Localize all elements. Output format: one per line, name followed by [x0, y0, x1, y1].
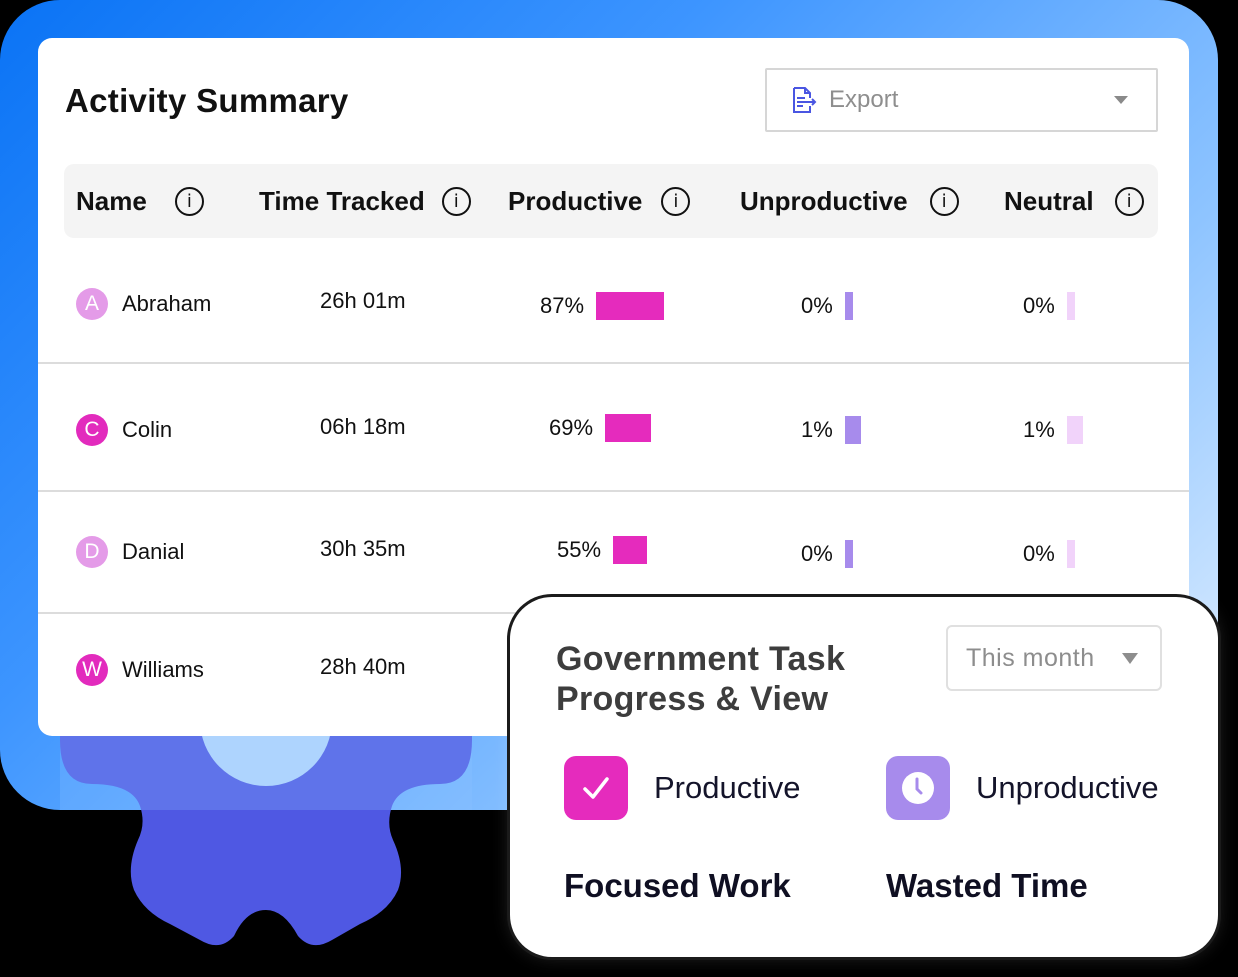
gear-decoration-icon	[60, 700, 472, 960]
checkmark-icon	[564, 756, 628, 820]
unproductive-bar	[844, 292, 853, 320]
neutral-value: 1%	[1023, 417, 1055, 442]
neutral-value: 0%	[1023, 541, 1055, 566]
focused-work-label: Focused Work	[564, 867, 791, 904]
unproductive-value: 0%	[801, 293, 833, 318]
column-label: Name	[76, 185, 147, 216]
neutral-cell: 0%	[1023, 292, 1075, 320]
time-tracked-cell: 30h 35m	[320, 536, 406, 561]
time-tracked-cell: 06h 18m	[320, 414, 406, 439]
table-header: Name i Time Tracked i Productive i Unpro…	[64, 164, 1158, 238]
avatar: A	[76, 288, 108, 320]
page-title: Activity Summary	[65, 82, 349, 119]
info-icon[interactable]: i	[174, 186, 204, 216]
unproductive-bar	[844, 540, 853, 568]
avatar: D	[76, 536, 108, 568]
info-icon[interactable]: i	[661, 186, 691, 216]
column-label: Unproductive	[740, 185, 908, 216]
user-name: Abraham	[122, 291, 212, 316]
chevron-down-icon	[1122, 652, 1138, 664]
neutral-bar	[1066, 416, 1083, 444]
neutral-cell: 1%	[1023, 416, 1083, 444]
period-label: This month	[966, 643, 1095, 672]
export-dropdown[interactable]: Export	[765, 68, 1158, 132]
neutral-cell: 0%	[1023, 540, 1075, 568]
name-cell: D Danial	[76, 536, 184, 568]
user-name: Danial	[122, 539, 185, 564]
name-cell: A Abraham	[76, 288, 211, 320]
info-icon[interactable]: i	[1114, 186, 1144, 216]
info-icon[interactable]: i	[441, 186, 471, 216]
neutral-bar	[1066, 540, 1075, 568]
column-header-name[interactable]: Name i	[76, 164, 204, 238]
unproductive-cell: 0%	[801, 292, 853, 320]
productive-cell: 55%	[557, 536, 648, 564]
task-progress-panel: Government Task Progress & View This mon…	[510, 597, 1218, 957]
info-icon[interactable]: i	[929, 186, 959, 216]
panel-title-line: Progress & View	[556, 680, 829, 718]
column-header-unproductive[interactable]: Unproductive i	[740, 164, 959, 238]
name-cell: W Williams	[76, 654, 204, 686]
column-label: Productive	[508, 185, 643, 216]
productive-value: 69%	[549, 415, 594, 440]
unproductive-cell: 1%	[801, 416, 861, 444]
productive-value: 55%	[557, 537, 602, 562]
neutral-bar	[1066, 292, 1075, 320]
clock-icon	[886, 756, 950, 820]
document-export-icon	[791, 86, 817, 114]
user-name: Williams	[122, 657, 204, 682]
activity-summary-card: Activity Summary Export Name i Time Trac…	[38, 38, 1189, 736]
column-label: Neutral	[1004, 185, 1094, 216]
panel-title: Government Task Progress & View	[556, 639, 936, 719]
name-cell: C Colin	[76, 414, 172, 446]
legend-productive[interactable]: Productive	[564, 756, 800, 820]
table-row[interactable]: D Danial 30h 35m 55% 0% 0%	[38, 492, 1189, 614]
table-row[interactable]: C Colin 06h 18m 69% 1% 1%	[38, 364, 1189, 492]
legend-label: Productive	[654, 770, 801, 805]
column-label: Time Tracked	[259, 185, 425, 216]
chevron-down-icon	[1114, 96, 1128, 104]
user-name: Colin	[122, 417, 173, 442]
time-tracked-cell: 28h 40m	[320, 654, 406, 679]
legend-unproductive[interactable]: Unproductive	[886, 756, 1159, 820]
panel-title-line: Government Task	[556, 640, 846, 678]
unproductive-cell: 0%	[801, 540, 853, 568]
unproductive-value: 0%	[801, 541, 833, 566]
productive-bar	[596, 292, 665, 320]
productive-value: 87%	[540, 293, 585, 318]
export-label: Export	[829, 86, 899, 113]
legend-label: Unproductive	[976, 770, 1159, 805]
unproductive-value: 1%	[801, 417, 833, 442]
wasted-time-label: Wasted Time	[886, 867, 1088, 904]
table-row[interactable]: A Abraham 26h 01m 87% 0% 0%	[38, 240, 1189, 364]
productive-cell: 69%	[549, 414, 652, 442]
time-tracked-cell: 26h 01m	[320, 288, 406, 313]
period-dropdown[interactable]: This month	[946, 625, 1162, 691]
neutral-value: 0%	[1023, 293, 1055, 318]
productive-cell: 87%	[540, 292, 665, 320]
unproductive-bar	[844, 416, 861, 444]
avatar: W	[76, 654, 108, 686]
productive-bar	[605, 414, 652, 442]
table-row[interactable]: W Williams 28h 40m	[38, 614, 1189, 736]
column-header-time-tracked[interactable]: Time Tracked i	[259, 164, 471, 238]
avatar: C	[76, 414, 108, 446]
column-header-neutral[interactable]: Neutral i	[1004, 164, 1144, 238]
productive-bar	[613, 536, 648, 564]
column-header-productive[interactable]: Productive i	[508, 164, 691, 238]
